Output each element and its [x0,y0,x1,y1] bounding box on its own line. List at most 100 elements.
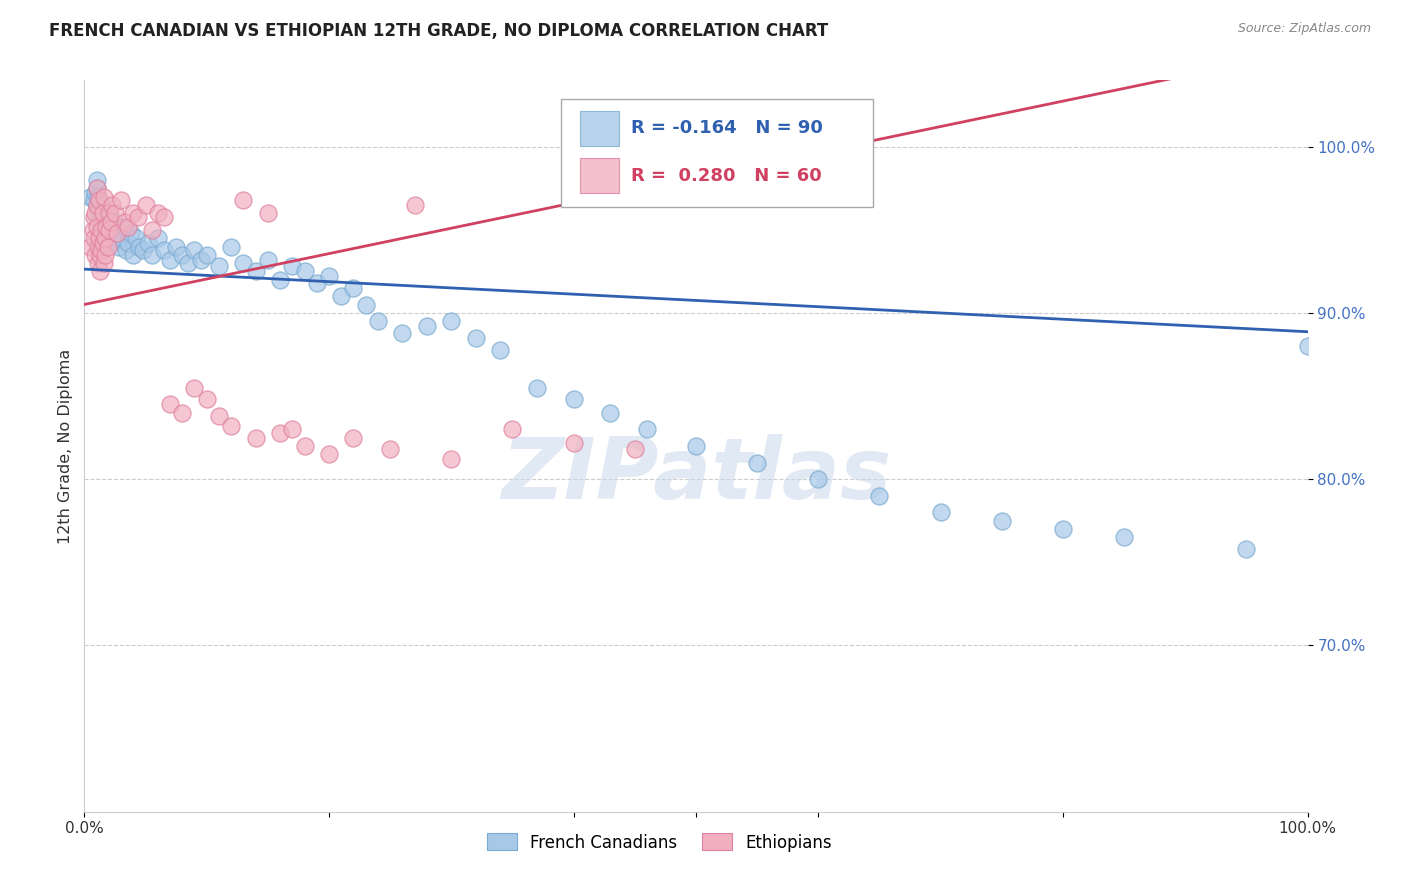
Point [281,260,304,274]
Point [330,289,353,303]
Point [87,206,110,220]
Point [112,219,135,234]
Point [97,214,120,228]
Point [91,236,114,251]
Point [98,210,121,224]
Point [94,248,117,262]
Point [599,406,621,420]
Point [104,231,127,245]
Point [100,236,122,251]
Point [120,226,142,240]
Point [153,243,176,257]
Point [87,202,110,217]
Point [1052,522,1074,536]
Point [104,206,127,220]
Point [245,431,267,445]
Point [91,202,114,217]
Text: R = -0.164   N = 90: R = -0.164 N = 90 [631,119,823,137]
Point [114,214,136,228]
Point [219,419,242,434]
Point [269,425,291,440]
Point [526,381,548,395]
Point [83,231,105,245]
Point [117,219,139,234]
Point [183,243,205,257]
Point [183,381,205,395]
Point [146,206,169,220]
Point [82,223,104,237]
Point [87,189,110,203]
Point [342,281,364,295]
Point [89,206,111,220]
Y-axis label: 12th Grade, No Diploma: 12th Grade, No Diploma [58,349,73,543]
Point [122,248,145,262]
Point [159,252,181,267]
Point [125,231,148,245]
Legend: French Canadians, Ethiopians: French Canadians, Ethiopians [479,827,838,858]
Point [232,193,254,207]
Point [90,198,112,212]
Point [195,392,218,407]
Point [127,210,149,224]
FancyBboxPatch shape [561,99,873,207]
Point [86,198,108,212]
Point [90,223,112,237]
Point [342,431,364,445]
Point [103,214,125,228]
Point [84,186,107,201]
Point [747,456,769,470]
Point [354,298,377,312]
Point [1236,542,1258,557]
Point [165,239,187,253]
Point [87,231,110,245]
Point [93,226,115,240]
Point [318,447,340,461]
Point [869,489,891,503]
Point [97,236,120,251]
Point [416,319,439,334]
Point [87,256,110,270]
Point [97,239,120,253]
Text: R =  0.280   N = 60: R = 0.280 N = 60 [631,167,823,185]
Point [105,226,128,240]
Point [107,239,129,253]
Point [367,314,389,328]
Point [117,236,139,251]
Point [98,231,121,245]
Point [141,223,163,237]
Point [96,219,118,234]
Point [208,260,231,274]
Point [86,219,108,234]
Point [305,276,328,290]
Point [991,514,1014,528]
Point [96,223,118,237]
Point [100,223,122,237]
Bar [579,158,619,193]
Point [502,422,524,436]
Point [562,435,585,450]
Point [440,452,463,467]
Text: FRENCH CANADIAN VS ETHIOPIAN 12TH GRADE, NO DIPLOMA CORRELATION CHART: FRENCH CANADIAN VS ETHIOPIAN 12TH GRADE,… [49,22,828,40]
Point [93,210,115,224]
Point [89,248,111,262]
Point [86,198,108,212]
Point [87,239,110,253]
Point [685,439,707,453]
Point [159,397,181,411]
Point [110,193,132,207]
Point [122,206,145,220]
Point [146,231,169,245]
Point [404,198,426,212]
Point [440,314,463,328]
Point [91,206,114,220]
Point [89,214,111,228]
Point [93,189,115,203]
Point [84,206,107,220]
Point [94,231,117,245]
Point [257,206,280,220]
Point [86,181,108,195]
Point [132,243,155,257]
Point [79,189,101,203]
Point [91,214,114,228]
Point [636,422,658,436]
